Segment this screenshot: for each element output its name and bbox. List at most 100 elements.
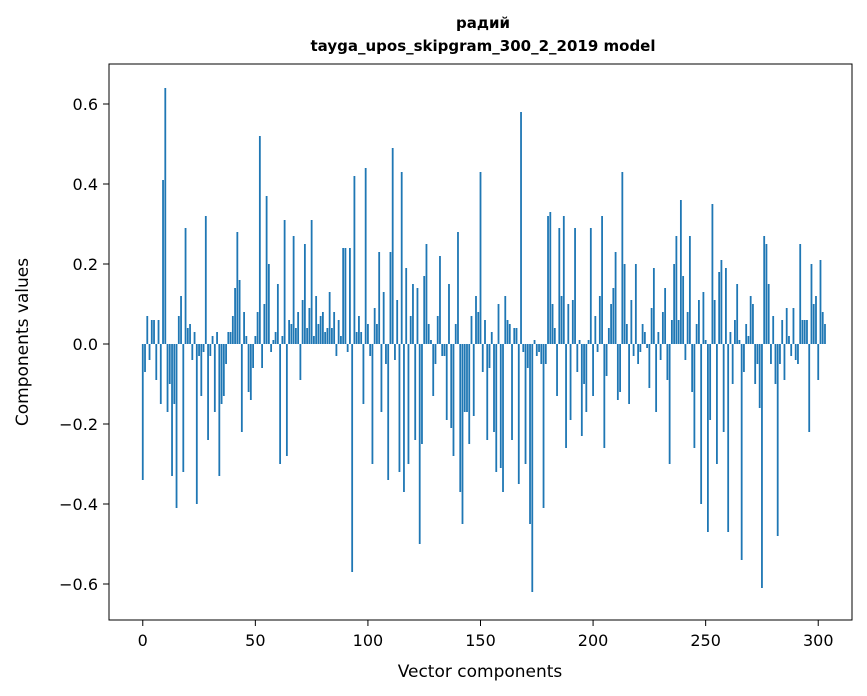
bar-component-182 <box>551 304 554 344</box>
bar-component-32 <box>213 344 216 412</box>
bar-component-241 <box>684 344 687 360</box>
bar-component-35 <box>220 344 223 404</box>
y-axis-label: Components values <box>13 258 33 426</box>
bar-component-87 <box>337 320 340 344</box>
x-tick-label: 150 <box>465 631 496 650</box>
bar-component-93 <box>351 344 354 572</box>
bar-component-298 <box>812 304 815 344</box>
bar-component-105 <box>378 252 381 344</box>
chart-subtitle: tayga_upos_skipgram_300_2_2019 model <box>311 37 656 55</box>
bar-component-222 <box>641 324 644 344</box>
bar-component-252 <box>709 344 712 420</box>
bar-component-15 <box>175 344 178 508</box>
bar-component-248 <box>700 344 703 504</box>
bar-component-205 <box>603 344 606 448</box>
bar-component-134 <box>443 344 446 356</box>
bar-component-175 <box>535 344 538 356</box>
bar-component-150 <box>479 172 482 344</box>
bar-component-5 <box>153 320 155 344</box>
bar-component-51 <box>256 312 259 344</box>
bar-component-53 <box>261 344 263 368</box>
bar-component-234 <box>668 344 671 464</box>
bar-component-290 <box>794 344 797 360</box>
bar-component-122 <box>416 288 419 344</box>
bar-component-60 <box>276 284 279 344</box>
bar-component-8 <box>159 344 162 404</box>
bar-component-211 <box>616 344 619 400</box>
bar-component-265 <box>738 340 741 344</box>
bar-component-148 <box>475 296 477 344</box>
bar-component-155 <box>490 332 493 344</box>
bar-component-215 <box>625 324 628 344</box>
bar-component-302 <box>821 312 824 344</box>
bar-component-195 <box>580 344 583 436</box>
bar-component-203 <box>598 296 601 344</box>
bar-component-286 <box>785 308 788 344</box>
bar-component-131 <box>436 316 439 344</box>
bar-component-48 <box>249 344 252 400</box>
bar-component-85 <box>333 312 336 344</box>
bar-component-158 <box>497 304 500 344</box>
bar-component-198 <box>587 340 590 344</box>
bar-component-63 <box>283 220 286 344</box>
bar-component-163 <box>508 324 511 344</box>
y-tick-label: −0.2 <box>59 415 98 434</box>
bar-component-260 <box>727 344 730 532</box>
bar-component-33 <box>216 332 218 344</box>
bar-component-2 <box>146 316 149 344</box>
bar-component-82 <box>326 328 329 344</box>
bar-component-125 <box>423 276 426 344</box>
bar-component-275 <box>761 344 763 588</box>
bar-component-50 <box>254 336 257 344</box>
bar-component-27 <box>202 344 205 352</box>
bar-component-193 <box>576 344 579 372</box>
bar-component-231 <box>661 312 664 344</box>
bar-component-178 <box>542 344 545 508</box>
bar-component-277 <box>765 244 768 344</box>
bar-component-235 <box>670 320 673 344</box>
bar-component-201 <box>594 316 597 344</box>
bar-component-270 <box>749 296 752 344</box>
bar-component-30 <box>209 344 212 356</box>
bar-component-120 <box>412 284 414 344</box>
bar-component-132 <box>439 256 441 344</box>
bar-component-28 <box>204 216 207 344</box>
bar-component-139 <box>454 324 457 344</box>
bar-component-116 <box>403 344 405 492</box>
bar-component-274 <box>758 344 761 408</box>
bar-component-246 <box>695 324 698 344</box>
y-tick-label: 0.6 <box>73 95 98 114</box>
bar-component-10 <box>164 88 167 344</box>
bar-component-253 <box>711 204 714 344</box>
bar-component-80 <box>321 312 324 344</box>
bar-component-223 <box>643 332 646 344</box>
bar-component-37 <box>225 344 227 364</box>
bar-component-220 <box>637 344 640 364</box>
bar-component-14 <box>173 344 176 404</box>
bar-component-204 <box>601 216 603 344</box>
bar-component-81 <box>324 332 327 344</box>
bar-component-45 <box>243 312 245 344</box>
bar-component-52 <box>258 136 261 344</box>
bar-component-244 <box>691 344 694 392</box>
bar-component-236 <box>673 264 676 344</box>
bar-component-152 <box>484 320 486 344</box>
bar-component-184 <box>556 344 558 396</box>
bar-component-258 <box>722 344 725 432</box>
bar-component-140 <box>457 232 459 344</box>
bar-component-7 <box>157 320 160 344</box>
bar-component-71 <box>301 300 304 344</box>
bar-component-293 <box>801 320 804 344</box>
bar-component-36 <box>222 344 225 396</box>
bar-component-262 <box>731 344 734 384</box>
bar-component-12 <box>168 344 171 384</box>
bar-component-259 <box>725 268 727 344</box>
bar-component-230 <box>659 344 662 360</box>
bar-component-3 <box>148 344 151 360</box>
bar-component-271 <box>752 304 754 344</box>
bar-component-189 <box>567 304 570 344</box>
bar-component-174 <box>533 340 536 344</box>
bar-component-135 <box>445 344 448 420</box>
bar-component-297 <box>810 264 813 344</box>
bar-component-6 <box>155 344 158 380</box>
